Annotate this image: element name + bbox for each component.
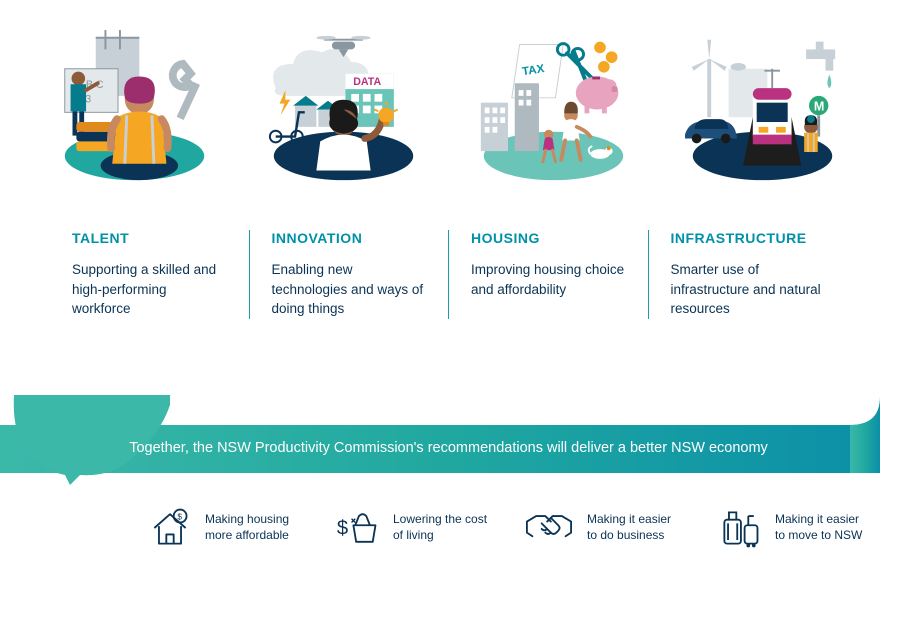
luggage-icon: [717, 505, 763, 551]
benefits-row: $ Making housing more affordable $ Lower…: [0, 505, 897, 551]
benefit-text: Lowering the cost of living: [393, 512, 488, 543]
infrastructure-illustration: M: [668, 30, 857, 185]
basket-dollar-icon: $: [335, 505, 381, 551]
pillar-text: Smarter use of infrastructure and natura…: [671, 260, 826, 319]
pillar-talent: TALENT Supporting a skilled and high-per…: [50, 230, 249, 319]
pillar-housing: HOUSING Improving housing choice and aff…: [448, 230, 648, 319]
benefit-text: Making it easier to do business: [587, 512, 682, 543]
benefit-housing: $ Making housing more affordable: [147, 505, 300, 551]
banner: Together, the NSW Productivity Commissio…: [0, 395, 897, 485]
benefit-move: Making it easier to move to NSW: [717, 505, 870, 551]
pillars-row: TALENT Supporting a skilled and high-per…: [50, 230, 847, 319]
house-dollar-icon: $: [147, 505, 193, 551]
pillar-title: TALENT: [72, 230, 227, 246]
benefit-business: Making it easier to do business: [523, 505, 682, 551]
svg-text:$: $: [177, 513, 182, 522]
benefit-cost: $ Lowering the cost of living: [335, 505, 488, 551]
innovation-illustration: DATA: [249, 30, 438, 185]
benefit-text: Making housing more affordable: [205, 512, 300, 543]
pillar-text: Improving housing choice and affordabili…: [471, 260, 626, 299]
banner-text: Together, the NSW Productivity Commissio…: [0, 440, 897, 456]
pillar-title: HOUSING: [471, 230, 626, 246]
pillar-text: Supporting a skilled and high-performing…: [72, 260, 227, 319]
pillar-title: INNOVATION: [272, 230, 427, 246]
housing-illustration: TAX: [459, 30, 648, 185]
svg-text:$: $: [337, 517, 348, 539]
handshake-icon: [523, 505, 575, 551]
pillar-infrastructure: INFRASTRUCTURE Smarter use of infrastruc…: [648, 230, 848, 319]
benefit-text: Making it easier to move to NSW: [775, 512, 870, 543]
svg-text:DATA: DATA: [354, 76, 382, 88]
talent-illustration: A B C 2 3: [40, 30, 229, 185]
svg-text:M: M: [814, 99, 824, 113]
pillar-title: INFRASTRUCTURE: [671, 230, 826, 246]
illustration-row: A B C 2 3: [40, 30, 857, 185]
pillar-innovation: INNOVATION Enabling new technologies and…: [249, 230, 449, 319]
pillar-text: Enabling new technologies and ways of do…: [272, 260, 427, 319]
